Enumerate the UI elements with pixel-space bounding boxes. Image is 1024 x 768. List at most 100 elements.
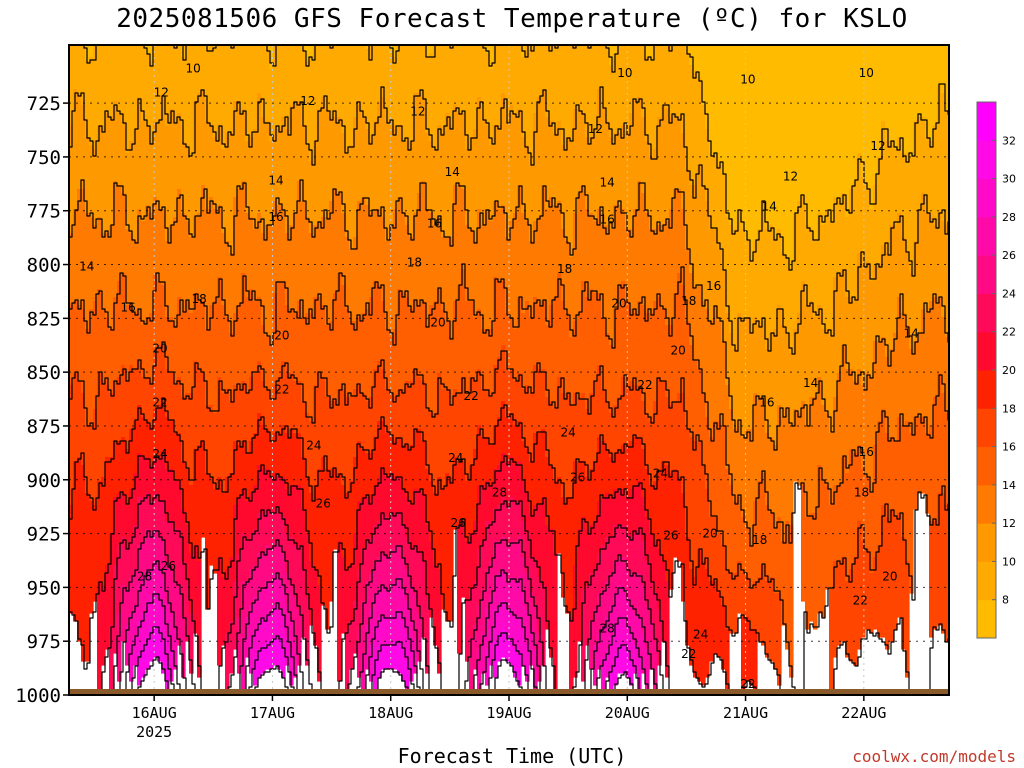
contour-label: 14	[268, 174, 283, 188]
colorbar-segment	[977, 102, 996, 141]
grid-lines	[69, 45, 949, 696]
y-tick-label: 800	[27, 255, 61, 277]
contour-label: 14	[600, 176, 615, 190]
y-tick-label: 775	[27, 201, 61, 223]
y-tick-label: 900	[27, 470, 61, 492]
temperature-field	[69, 45, 949, 694]
contour-label: 24	[152, 447, 167, 461]
contour-label: 26	[663, 529, 678, 543]
contour-label: 24	[560, 425, 575, 439]
colorbar-segment	[977, 216, 996, 256]
chart-title: 2025081506 GFS Forecast Temperature (ºC)…	[116, 4, 908, 34]
colorbar-segment	[977, 446, 996, 486]
y-tick-label: 925	[27, 524, 61, 546]
contour-label: 24	[653, 466, 668, 480]
contour-label: 18	[752, 533, 767, 547]
contour-label: 22	[152, 395, 167, 409]
contour-label: 22	[274, 382, 289, 396]
contour-label: 28	[600, 621, 615, 635]
contour-label: 28	[137, 570, 152, 584]
y-tick-label: 850	[27, 362, 61, 384]
contour-label: 12	[783, 169, 798, 183]
contour-label: 16	[268, 210, 283, 224]
colorbar-tick-label: 16	[1002, 441, 1016, 454]
colorbar-segment	[977, 523, 996, 562]
colorbar-tick-label: 24	[1002, 287, 1016, 300]
y-tick-label: 975	[27, 631, 61, 653]
contour-label: 16	[120, 301, 135, 315]
contour-label: 12	[300, 94, 315, 108]
contour-label: 14	[445, 165, 460, 179]
contour-label: 28	[492, 486, 507, 500]
contour-labels: 10 10 10 10 12 12 12 12 12 12 14 14 14 14 14 14 14 16 16 16…	[79, 62, 919, 692]
contour-label: 12	[588, 122, 603, 136]
x-tick-label: 21AUG	[723, 704, 768, 722]
contour-label: 24	[306, 438, 321, 452]
contour-label: 16	[706, 279, 721, 293]
y-tick-label: 875	[27, 416, 61, 438]
ground-band	[69, 689, 949, 695]
y-tick-label: 825	[27, 308, 61, 330]
colorbar-segment	[977, 370, 996, 409]
colorbar-segment	[977, 178, 996, 218]
x-tick-label: 18AUG	[368, 704, 413, 722]
contour-label: 22	[853, 593, 868, 607]
y-tick-label: 725	[27, 93, 61, 115]
colorbar-tick-label: 14	[1002, 479, 1016, 492]
contour-label: 18	[191, 292, 206, 306]
contour-label: 16	[759, 395, 774, 409]
colorbar-segment	[977, 599, 996, 639]
contour-label: 14	[762, 199, 777, 213]
contour-label: 20	[702, 527, 717, 541]
contour-label: 14	[803, 376, 818, 390]
colorbar-tick-label: 22	[1002, 326, 1016, 339]
contour-label: 22	[740, 677, 755, 691]
contour-label: 22	[637, 378, 652, 392]
x-axis-label: Forecast Time (UTC)	[397, 744, 627, 768]
x-tick-label: 22AUG	[841, 704, 886, 722]
contour-label: 10	[617, 66, 632, 80]
contour-label: 16	[859, 445, 874, 459]
colorbar-tick-label: 26	[1002, 249, 1016, 262]
colorbar-segment	[977, 140, 996, 180]
y-axis: 725 750 775 800 825 850 875 900 925 950 975 1000	[15, 93, 69, 707]
colorbar-tick-label: 30	[1002, 173, 1016, 186]
temperature-contours	[69, 45, 949, 695]
contour-label: 14	[79, 260, 94, 274]
contour-label: 18	[854, 486, 869, 500]
colorbar-segment	[977, 408, 996, 448]
contour-label: 26	[316, 496, 331, 510]
colorbar-tick-label: 28	[1002, 211, 1016, 224]
colorbar-tick-label: 20	[1002, 364, 1016, 377]
colorbar-segment	[977, 561, 996, 601]
colorbar: 8 10 12 14 16 18 20 22 24 26 28 30 32	[976, 101, 1016, 639]
colorbar-tick-label: 12	[1002, 517, 1016, 530]
colorbar-tick-label: 10	[1002, 555, 1016, 568]
x-tick-label: 19AUG	[486, 704, 531, 722]
contour-label: 26	[570, 471, 585, 485]
colorbar-tick-label: 32	[1002, 134, 1016, 147]
contour-label: 18	[407, 255, 422, 269]
contour-label: 24	[693, 628, 708, 642]
contour-label: 20	[152, 341, 167, 355]
colorbar-segment	[977, 293, 996, 333]
contour-label: 10	[859, 66, 874, 80]
contour-label: 20	[670, 344, 685, 358]
ground-surface	[69, 689, 949, 695]
colorbar-tick-label: 8	[1002, 594, 1009, 607]
x-tick-label: 17AUG	[250, 704, 295, 722]
contour-label: 16	[600, 212, 615, 226]
y-tick-label: 750	[27, 147, 61, 169]
contour-label: 14	[904, 326, 919, 340]
contour-label: 26	[161, 559, 176, 573]
contour-label: 12	[870, 139, 885, 153]
contour-label: 18	[557, 262, 572, 276]
contour-label: 20	[611, 296, 626, 310]
contour-label: 26	[450, 516, 465, 530]
contour-label: 20	[274, 329, 289, 343]
x-tick-sublabel: 2025	[136, 723, 172, 741]
contour-label: 12	[154, 85, 169, 99]
contour-label: 12	[410, 105, 425, 119]
x-tick-label: 16AUG	[132, 704, 177, 722]
